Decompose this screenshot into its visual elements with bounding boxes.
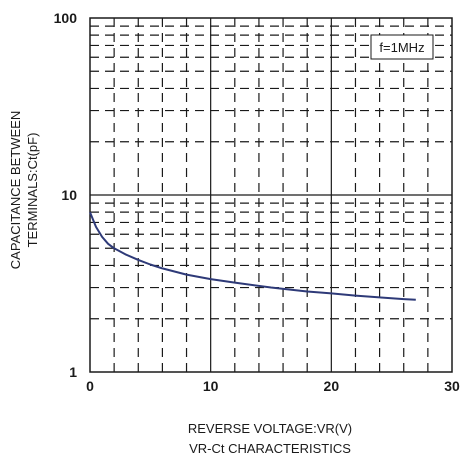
- x-tick-label: 0: [86, 378, 94, 394]
- chart-title: VR-Ct CHARACTERISTICS: [189, 441, 351, 456]
- plot-frame: [89, 17, 453, 373]
- x-axis-title: REVERSE VOLTAGE:VR(V): [188, 421, 352, 436]
- x-tick-label: 20: [324, 378, 340, 394]
- x-tick-label: 10: [203, 378, 219, 394]
- x-tick-label: 30: [444, 378, 460, 394]
- tick-labels: 0 10 20 30 1 10 100: [54, 10, 460, 394]
- y-tick-label: 100: [54, 10, 78, 26]
- y-axis-title-line-2: TERMINALS:Ct(pF): [25, 133, 40, 248]
- y-axis-title: CAPACITANCE BETWEEN TERMINALS:Ct(pF): [8, 111, 40, 269]
- grid: [90, 18, 452, 372]
- annotation-text: f=1MHz: [379, 40, 424, 55]
- series-layer: [89, 211, 416, 301]
- annotation-box: f=1MHz: [370, 34, 434, 60]
- series-line-0: [89, 211, 416, 301]
- y-tick-label: 1: [69, 364, 77, 380]
- y-tick-label: 10: [61, 187, 77, 203]
- y-axis-title-line-1: CAPACITANCE BETWEEN: [8, 111, 23, 269]
